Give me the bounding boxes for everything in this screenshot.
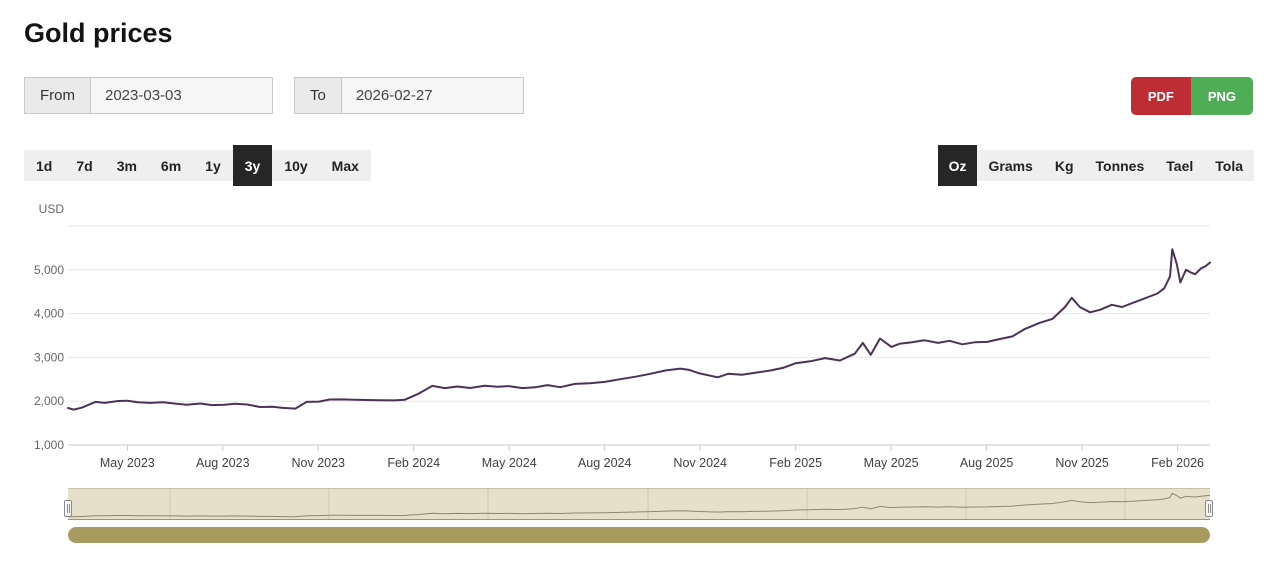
y-axis-title: USD <box>39 202 65 216</box>
unit-option-grams[interactable]: Grams <box>988 157 1033 174</box>
range-option-1d[interactable]: 1d <box>36 157 53 174</box>
range-selector: 1d 7d 3m 6m 1y 3y 10y Max <box>24 145 371 186</box>
download-png-button[interactable]: PNG <box>1190 77 1253 115</box>
x-axis-label: Nov 2025 <box>1055 456 1109 470</box>
x-axis-label: Nov 2024 <box>673 456 727 470</box>
navigator-handle-left[interactable] <box>64 500 72 517</box>
range-option-max[interactable]: Max <box>331 157 359 174</box>
navigator-line <box>67 492 1211 518</box>
navigator-track[interactable] <box>67 488 1211 520</box>
to-date-input[interactable] <box>341 78 523 113</box>
chart-plot-area[interactable] <box>68 226 1210 445</box>
page-title: Gold prices <box>24 18 173 48</box>
price-line-series <box>67 248 1211 411</box>
x-axis-label: May 2023 <box>100 456 155 470</box>
to-label: To <box>295 78 342 113</box>
range-option-1y[interactable]: 1y <box>205 157 221 174</box>
x-axis-label: Nov 2023 <box>292 456 346 470</box>
unit-option-kg[interactable]: Kg <box>1054 157 1074 174</box>
y-axis-label: 5,000 <box>34 263 64 277</box>
y-axis-label: 1,000 <box>34 438 64 452</box>
from-label: From <box>25 78 91 113</box>
range-option-3m[interactable]: 3m <box>116 157 137 174</box>
range-option-7d[interactable]: 7d <box>76 157 93 174</box>
navigator-preview <box>67 489 1211 519</box>
range-option-10y[interactable]: 10y <box>284 157 308 174</box>
y-axis-label: 3,000 <box>34 350 64 364</box>
x-axis-label: Feb 2026 <box>1151 456 1204 470</box>
x-axis-label: May 2025 <box>864 456 919 470</box>
download-pdf-button[interactable]: PDF <box>1130 77 1191 115</box>
unit-option-tonnes[interactable]: Tonnes <box>1095 157 1145 174</box>
navigator-handle-right[interactable] <box>1205 500 1213 517</box>
unit-option-tola[interactable]: Tola <box>1215 157 1243 174</box>
export-buttons: PDF PNG <box>1130 77 1253 115</box>
from-date-input[interactable] <box>91 78 272 113</box>
unit-selector: Oz Grams Kg Tonnes Tael Tola <box>937 145 1254 186</box>
unit-option-tael[interactable]: Tael <box>1166 157 1194 174</box>
navigator-scrollbar[interactable] <box>68 527 1210 543</box>
range-option-6m[interactable]: 6m <box>160 157 182 174</box>
x-axis-label: Feb 2025 <box>769 456 822 470</box>
y-axis-label: 2,000 <box>34 394 64 408</box>
x-axis-label: Aug 2025 <box>960 456 1014 470</box>
x-axis-label: May 2024 <box>482 456 537 470</box>
range-option-3y[interactable]: 3y <box>232 145 273 186</box>
handle-grip-icon <box>1207 504 1209 513</box>
x-axis-label: Feb 2024 <box>387 456 440 470</box>
x-axis-label: Aug 2023 <box>196 456 250 470</box>
handle-grip-icon <box>66 504 68 513</box>
y-axis-label: 4,000 <box>34 307 64 321</box>
to-date-group: To <box>294 77 524 114</box>
unit-option-oz[interactable]: Oz <box>937 145 978 186</box>
from-date-group: From <box>24 77 273 114</box>
x-axis-label: Aug 2024 <box>578 456 632 470</box>
